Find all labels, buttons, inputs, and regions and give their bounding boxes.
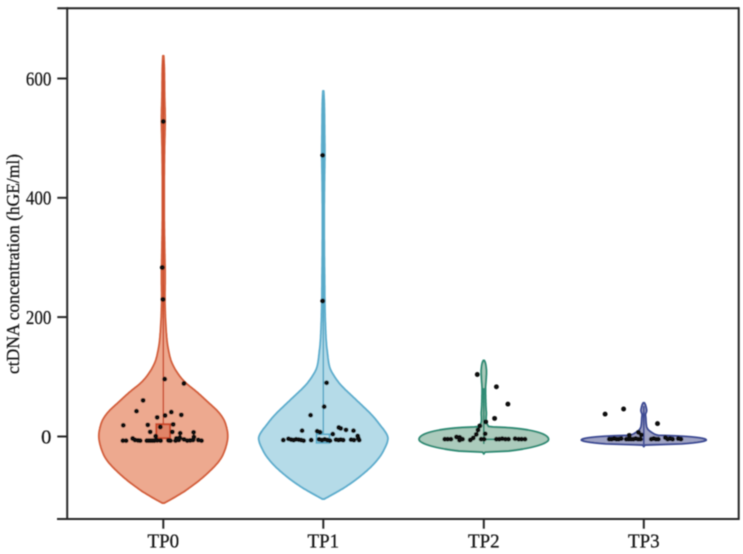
svg-text:TP1: TP1 (308, 531, 340, 553)
svg-text:600: 600 (26, 68, 51, 90)
svg-text:0: 0 (41, 426, 51, 448)
svg-text:TP0: TP0 (148, 531, 180, 553)
svg-text:ctDNA concentration (hGE/ml): ctDNA concentration (hGE/ml) (3, 154, 23, 374)
svg-text:400: 400 (26, 188, 51, 210)
svg-text:TP3: TP3 (628, 531, 660, 553)
svg-text:200: 200 (26, 307, 51, 329)
svg-text:TP2: TP2 (468, 531, 500, 553)
